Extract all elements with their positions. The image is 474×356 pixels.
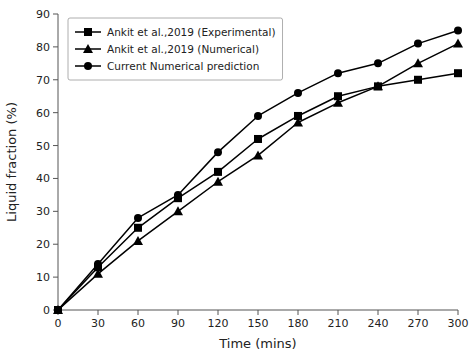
x-tick (458, 310, 459, 315)
y-tick-label: 90 (36, 8, 50, 21)
series (54, 69, 462, 314)
point (134, 214, 142, 222)
point (293, 118, 303, 127)
plot-data (53, 26, 463, 314)
point (54, 306, 62, 314)
x-tick (338, 310, 339, 315)
point (334, 69, 342, 77)
point (414, 76, 422, 84)
point (174, 191, 182, 199)
y-tick-label: 0 (43, 304, 50, 317)
x-tick (178, 310, 179, 315)
point (94, 260, 102, 268)
point (254, 135, 262, 143)
point (93, 269, 103, 278)
point (374, 82, 382, 90)
point (294, 89, 302, 97)
x-tick-label: 270 (408, 317, 429, 330)
x-tick (218, 310, 219, 315)
series-line (58, 44, 458, 310)
chart-container: 0 30 60 90 120 150 180 210 240 270 300 0 10 20 30 40 50 6… (0, 0, 474, 356)
y-tick (53, 145, 58, 146)
x-tick (138, 310, 139, 315)
y-tick (53, 112, 58, 113)
y-tick-label: 70 (36, 74, 50, 87)
x-tick-label: 210 (328, 317, 349, 330)
x-tick-label: 120 (208, 317, 229, 330)
y-tick-label: 30 (36, 205, 50, 218)
legend: Ankit et al.,2019 (Experimental) Ankit et… (68, 18, 283, 80)
x-tick-label: 150 (248, 317, 269, 330)
point (253, 150, 263, 159)
x-tick-label: 0 (55, 317, 62, 330)
legend-box (68, 18, 283, 80)
legend-marker (83, 44, 93, 53)
legend-label: Ankit et al.,2019 (Experimental) (107, 26, 276, 38)
y-tick (53, 211, 58, 212)
point (373, 81, 383, 90)
point (454, 69, 462, 77)
x-tick-label: 180 (288, 317, 309, 330)
x-tick (258, 310, 259, 315)
point (414, 40, 422, 48)
point (254, 112, 262, 120)
chart-svg: 0 30 60 90 120 150 180 210 240 270 300 0 10 20 30 40 50 6… (0, 0, 474, 356)
legend-marker (84, 28, 92, 36)
y-tick-label: 60 (36, 107, 50, 120)
point (173, 206, 183, 215)
y-tick (53, 46, 58, 47)
x-tick-label: 90 (171, 317, 185, 330)
x-tick (418, 310, 419, 315)
point (214, 148, 222, 156)
point (213, 177, 223, 186)
legend-label: Ankit et al.,2019 (Numerical) (107, 43, 259, 55)
point (133, 236, 143, 245)
y-axis-line (58, 14, 59, 310)
point (214, 168, 222, 176)
point (454, 26, 462, 34)
x-tick-label: 240 (368, 317, 389, 330)
y-tick-label: 80 (36, 41, 50, 54)
point (374, 59, 382, 67)
legend-marker (84, 62, 92, 70)
x-tick (378, 310, 379, 315)
y-tick-label: 50 (36, 140, 50, 153)
x-axis-label: Time (mins) (218, 336, 296, 351)
y-axis-label: Liquid fraction (%) (4, 102, 19, 222)
x-tick (98, 310, 99, 315)
x-tick-label: 300 (448, 317, 469, 330)
axes: 0 30 60 90 120 150 180 210 240 270 300 0 10 20 30 40 50 6… (36, 8, 469, 330)
y-tick (53, 277, 58, 278)
x-tick-label: 30 (91, 317, 105, 330)
y-tick-label: 10 (36, 271, 50, 284)
series (54, 26, 462, 314)
y-tick (53, 244, 58, 245)
y-tick (53, 14, 58, 15)
legend-label: Current Numerical prediction (107, 60, 259, 72)
point (413, 58, 423, 67)
point (453, 39, 463, 48)
x-tick-label: 60 (131, 317, 145, 330)
y-tick (53, 178, 58, 179)
point (54, 306, 62, 314)
y-tick (53, 79, 58, 80)
x-tick (298, 310, 299, 315)
series-line (58, 73, 458, 310)
point (333, 98, 343, 107)
y-tick-label: 40 (36, 172, 50, 185)
point (134, 224, 142, 232)
y-tick-label: 20 (36, 238, 50, 251)
